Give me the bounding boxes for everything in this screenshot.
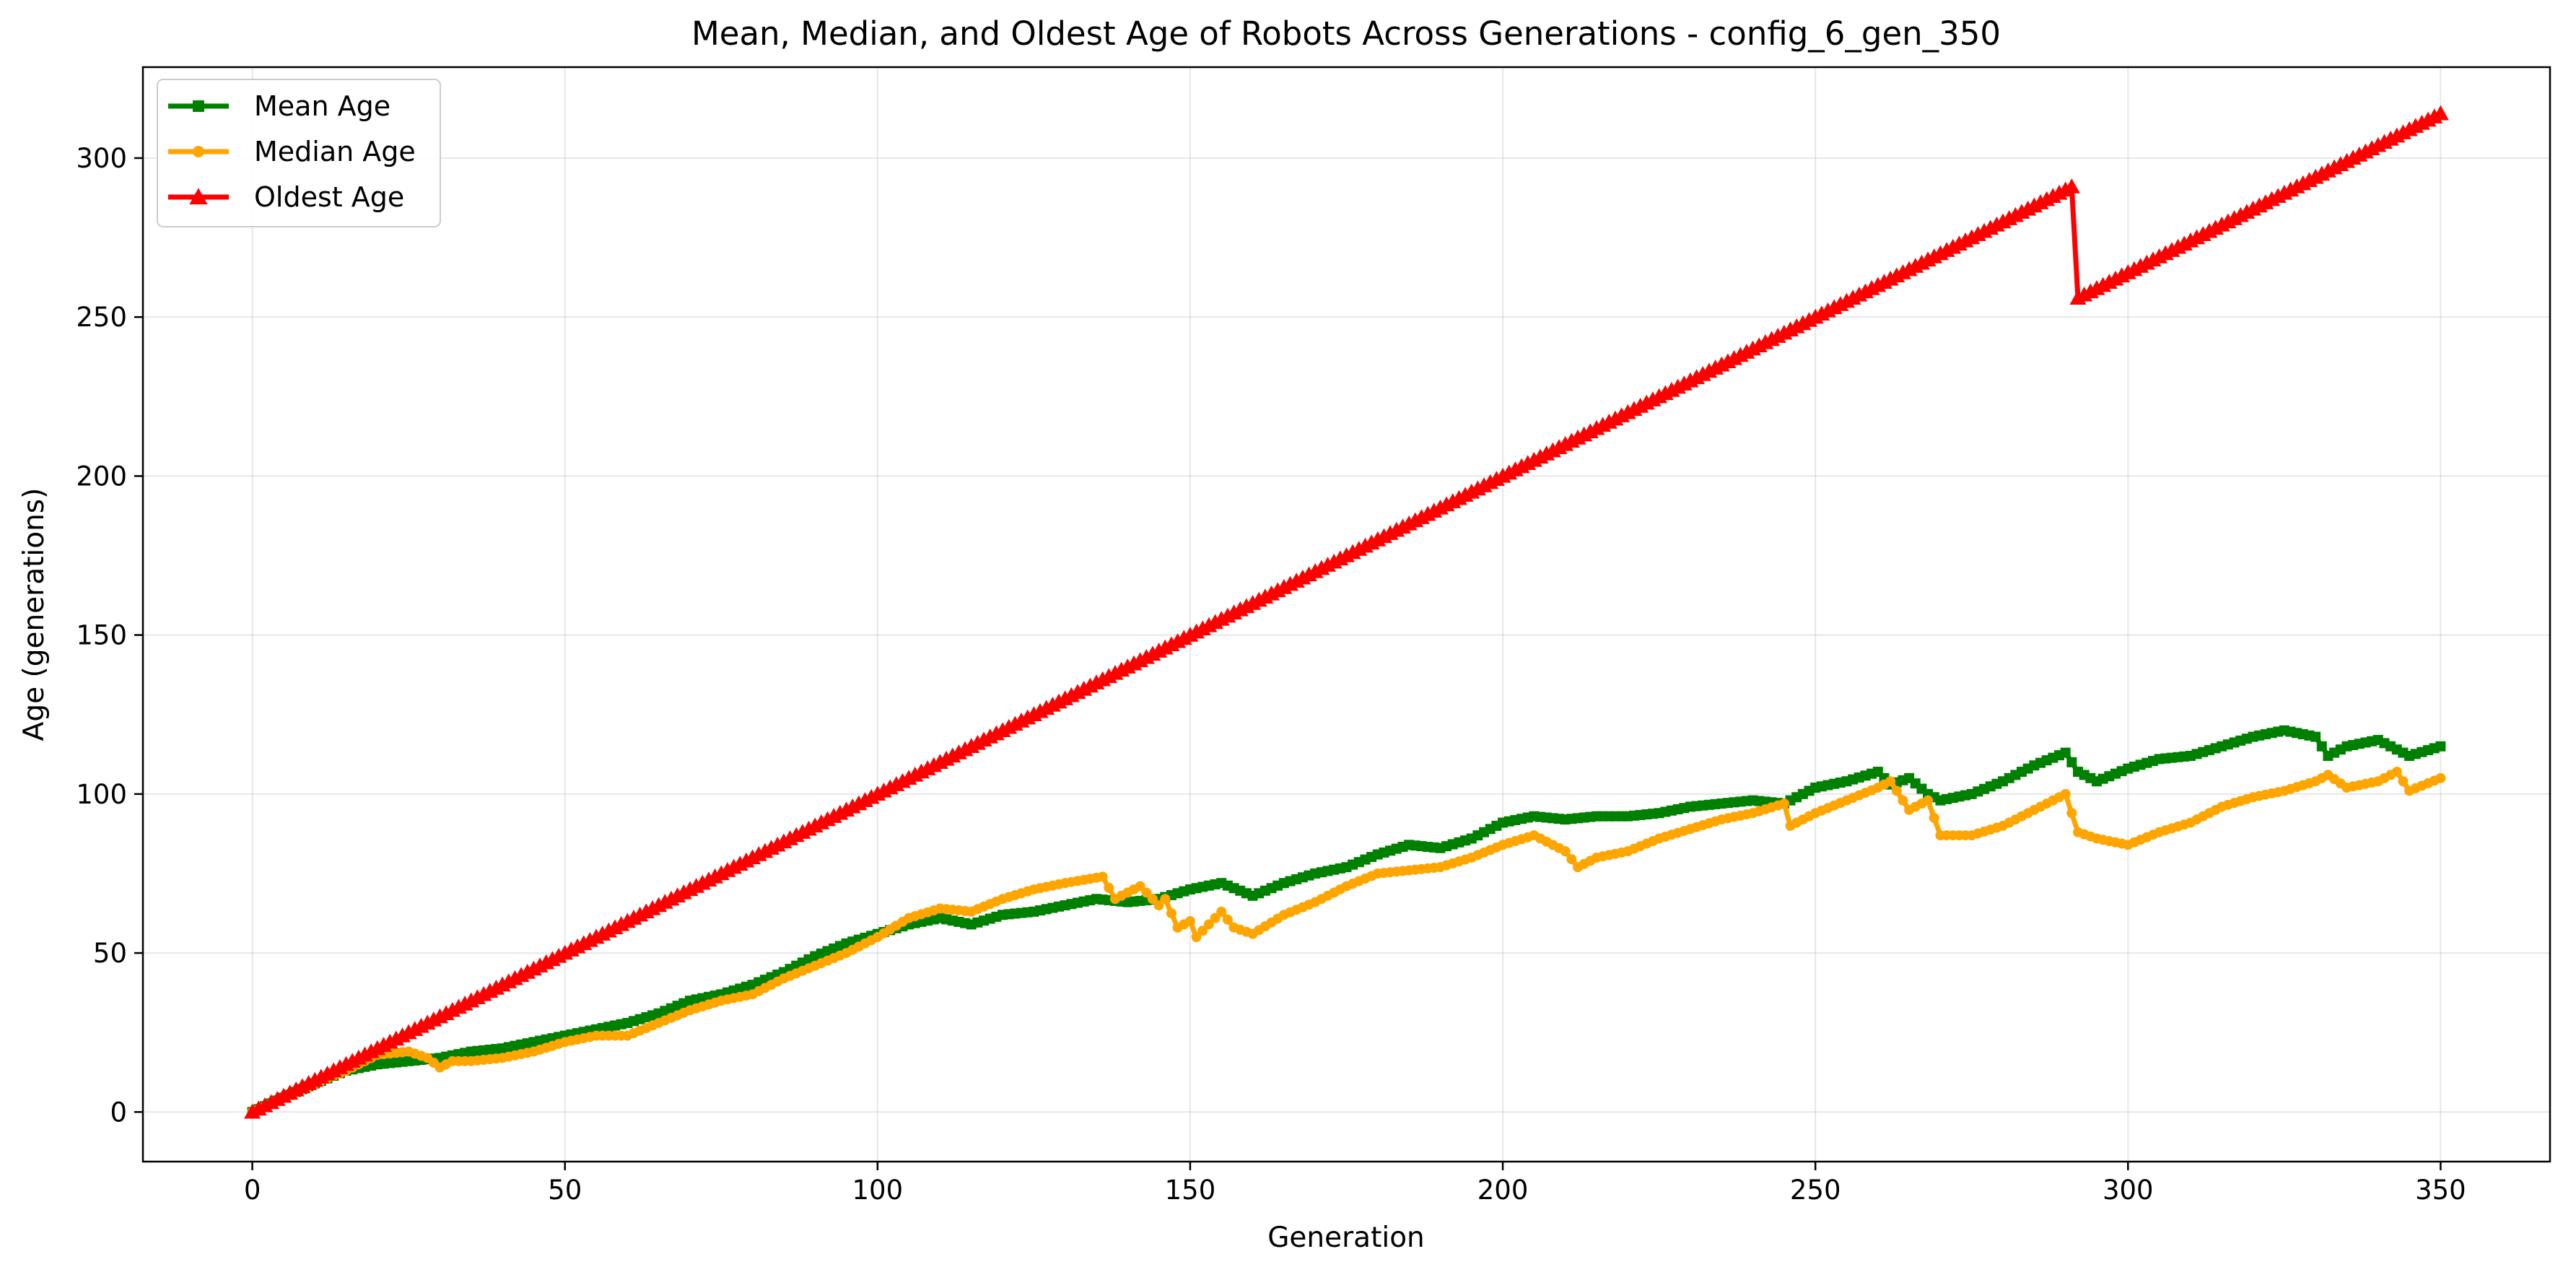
x-tick-label: 250 (1790, 1175, 1841, 1206)
median-age-marker (1197, 926, 1208, 936)
median-age-marker (1166, 908, 1176, 919)
y-axis-label: Age (generations) (18, 488, 51, 741)
median-age-marker (1898, 795, 1908, 806)
series-layer (244, 105, 2449, 1119)
x-tick-label: 100 (852, 1175, 904, 1206)
median-age-marker (1778, 798, 1789, 809)
median-age-marker (1104, 882, 1114, 893)
grid-layer (143, 67, 2550, 1162)
median-age-marker (1135, 881, 1145, 892)
mean-age-marker (2060, 747, 2071, 758)
median-age-marker (1891, 785, 1902, 796)
oldest-age-marker (2432, 105, 2449, 121)
chart-title: Mean, Median, and Oldest Age of Robots A… (691, 14, 2001, 53)
y-tick-label: 250 (76, 302, 127, 333)
x-tick-label: 300 (2103, 1175, 2154, 1206)
mean-age-marker (2316, 741, 2327, 752)
median-age-marker (2066, 808, 2077, 819)
legend-box (157, 79, 441, 227)
median-age-legend-label: Median Age (254, 136, 416, 167)
median-age-marker (1097, 871, 1108, 882)
x-tick-label: 200 (1477, 1175, 1529, 1206)
mean-age-legend-marker (193, 100, 204, 112)
x-tick-label: 150 (1165, 1175, 1216, 1206)
median-age-marker (1203, 919, 1214, 930)
median-age-marker (1147, 894, 1158, 905)
y-tick-label: 50 (93, 938, 127, 969)
median-age-marker (1929, 812, 1939, 823)
oldest-age-legend-label: Oldest Age (254, 181, 404, 213)
median-age-legend-marker (193, 146, 204, 157)
x-tick-label: 50 (548, 1175, 582, 1206)
y-tick-label: 100 (76, 779, 127, 810)
median-age-marker (1566, 854, 1577, 865)
mean-age-marker (2066, 757, 2077, 767)
median-age-marker (2398, 776, 2409, 787)
y-tick-label: 0 (110, 1097, 127, 1128)
median-age-marker (1153, 900, 1164, 911)
median-age-marker (1923, 795, 1934, 806)
oldest-age-series (244, 105, 2449, 1119)
median-age-marker (2435, 772, 2446, 783)
median-age-marker (1160, 894, 1171, 905)
x-tick-label: 0 (244, 1175, 261, 1206)
oldest-age-legend-marker (189, 188, 208, 205)
median-age-marker (1210, 913, 1221, 923)
tick-layer: 0 50 100 150 200 250 300 350 0 50 100 150 200 250 300 (76, 143, 2466, 1206)
legend: Mean Age Median Age Oldest Age (157, 79, 441, 227)
y-tick-label: 300 (76, 143, 127, 174)
mean-age-legend-label: Mean Age (254, 90, 390, 122)
mean-age-marker (2435, 741, 2446, 752)
plot-frame (141, 66, 2551, 1163)
median-age-marker (1885, 776, 1896, 787)
y-tick-label: 150 (76, 620, 127, 651)
oldest-age-marker (2063, 178, 2080, 193)
median-age-marker (1191, 932, 1202, 943)
mean-age-marker (2310, 731, 2321, 742)
median-age-marker (1141, 887, 1152, 898)
median-age-marker (2060, 788, 2071, 799)
median-age-marker (1222, 914, 1233, 925)
median-age-marker (1216, 906, 1227, 917)
y-tick-label: 200 (76, 461, 127, 492)
median-age-marker (2391, 767, 2402, 778)
x-tick-label: 350 (2415, 1175, 2466, 1206)
x-axis-label: Generation (1267, 1222, 1425, 1254)
median-age-marker (1560, 846, 1571, 857)
median-age-marker (1184, 916, 1195, 927)
